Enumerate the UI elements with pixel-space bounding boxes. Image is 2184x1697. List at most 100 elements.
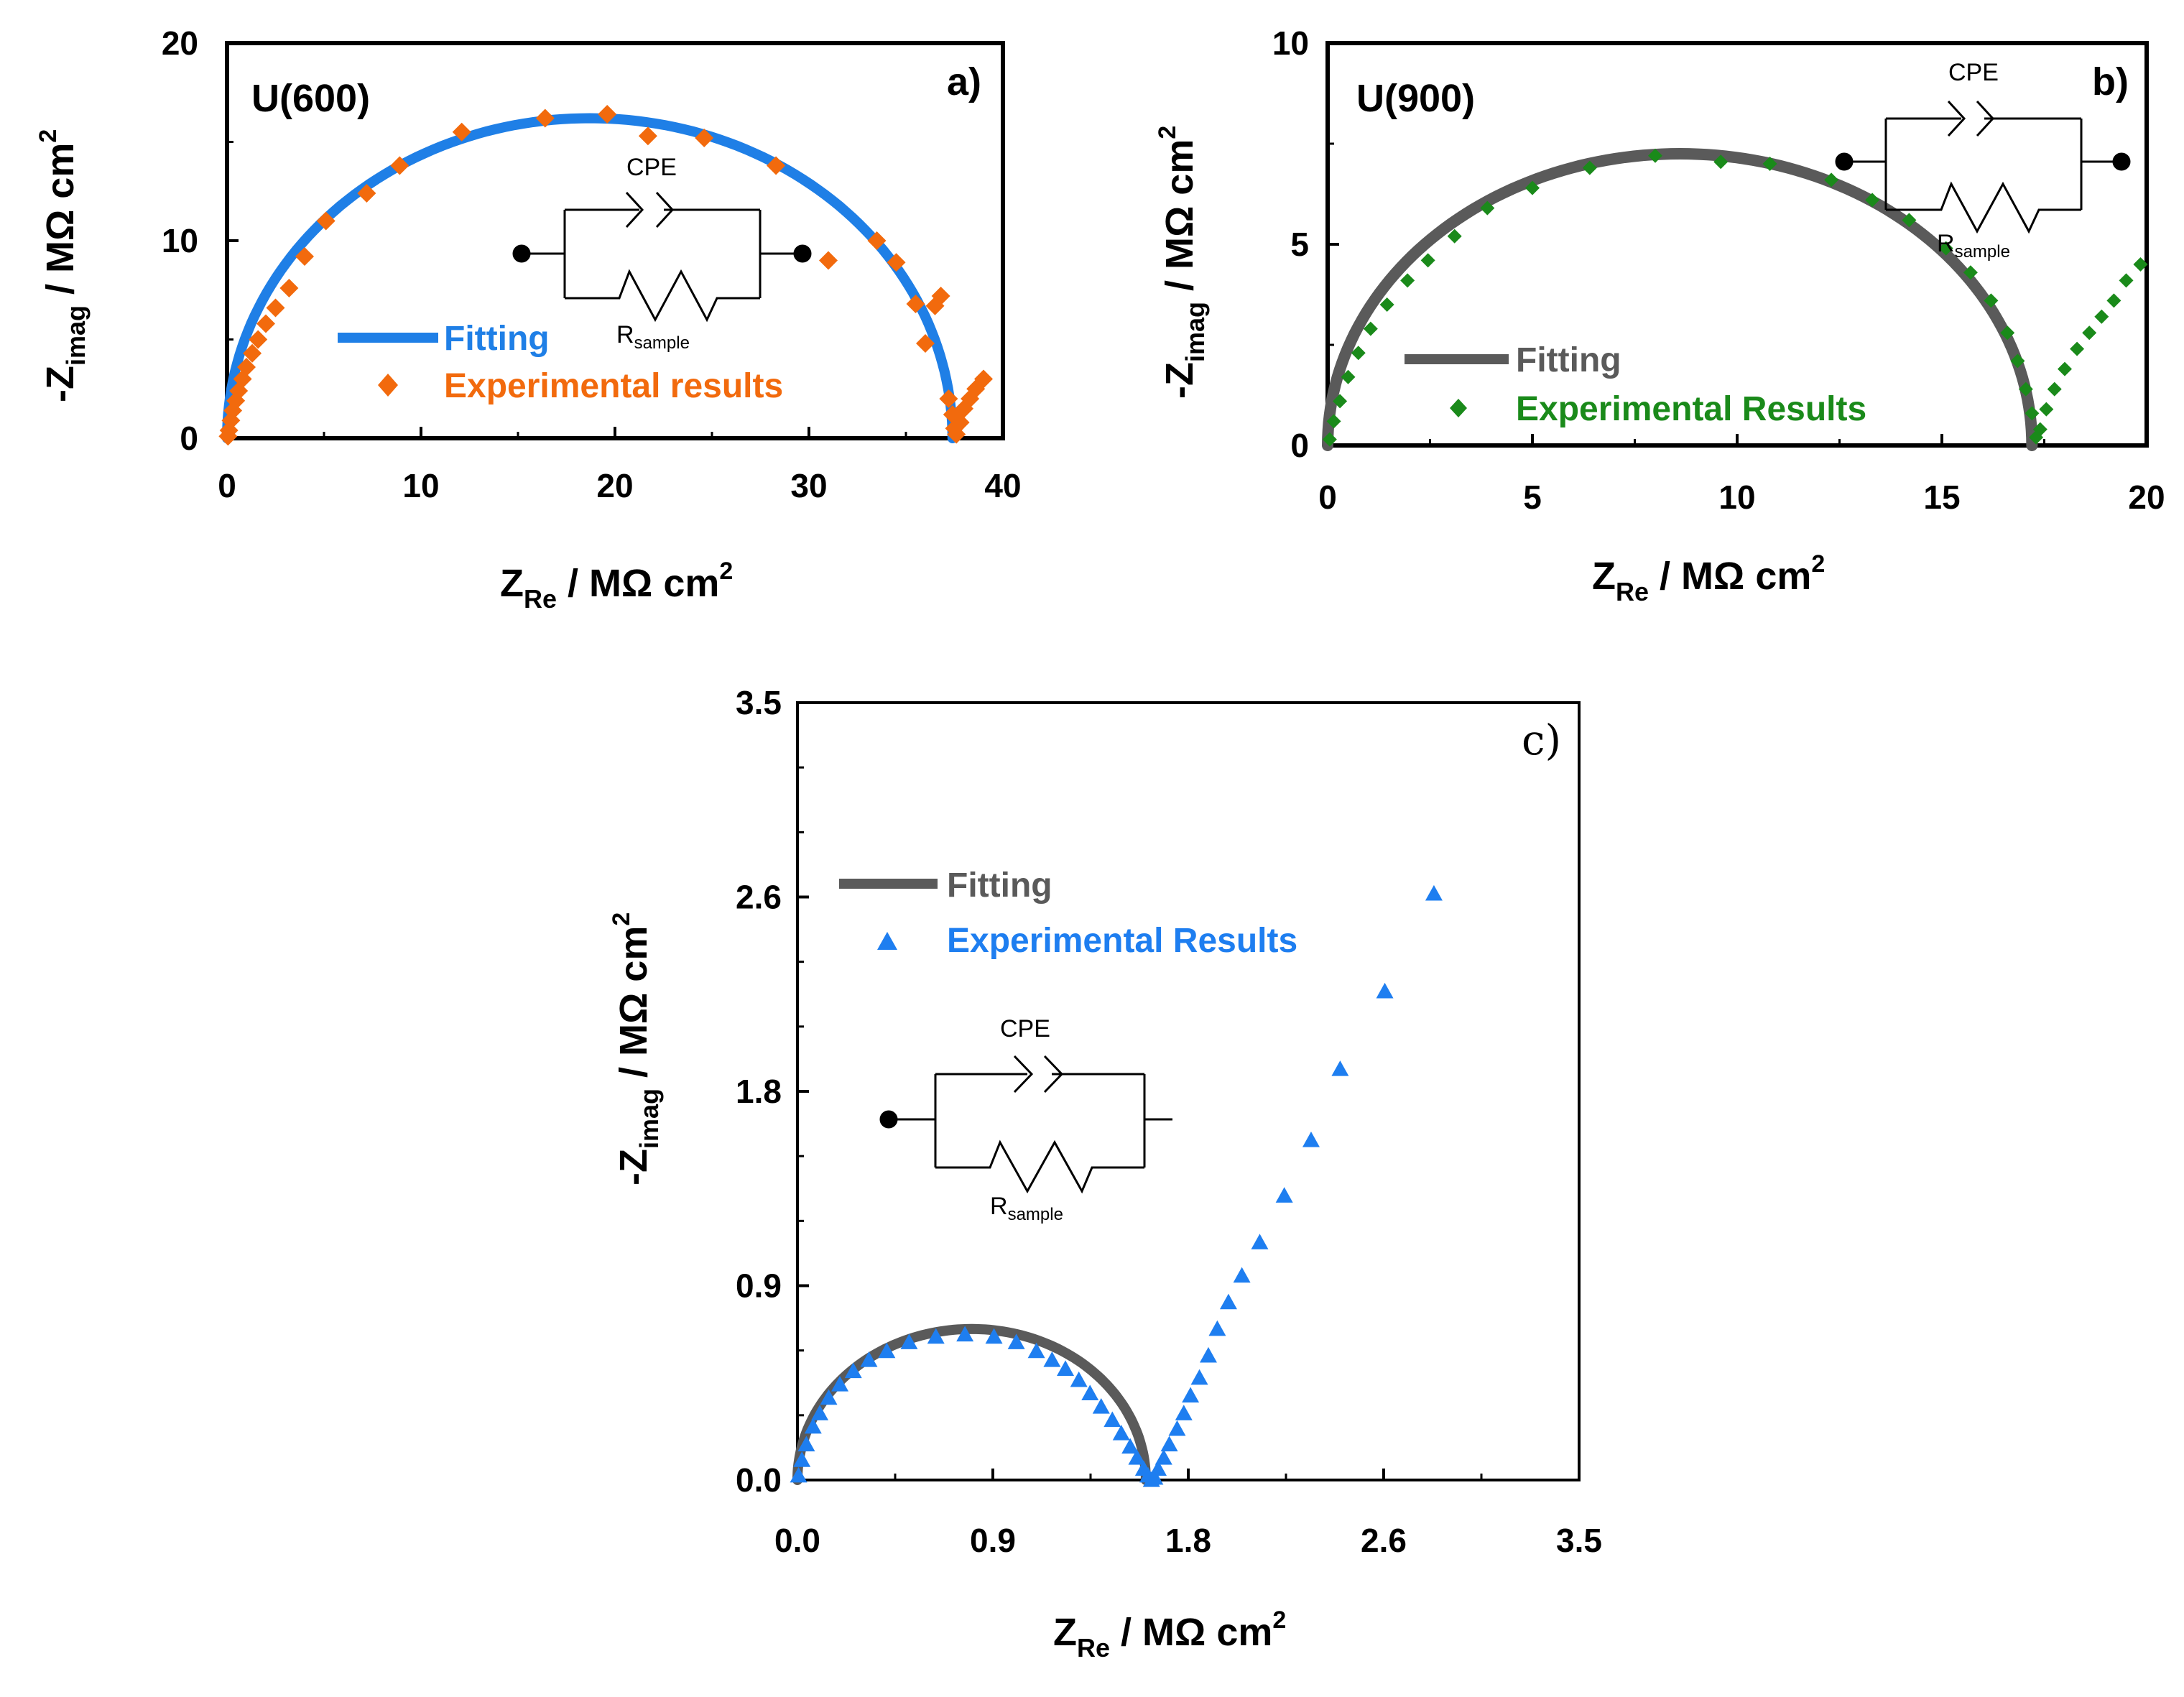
data-point <box>1420 253 1435 268</box>
x-tick-label: 0 <box>218 467 236 504</box>
resistor-label: Rsample <box>990 1193 1063 1224</box>
fitting-curve <box>222 113 958 443</box>
data-point <box>2133 257 2148 272</box>
data-point <box>695 129 714 147</box>
data-point <box>1582 160 1597 175</box>
data-point <box>900 1333 918 1349</box>
x-tick-label: 40 <box>984 467 1021 504</box>
data-point <box>2047 382 2062 397</box>
y-tick-label: 2.6 <box>736 879 782 916</box>
data-point <box>1326 414 1341 429</box>
y-tick-label: 0 <box>1290 427 1309 464</box>
data-point <box>1092 1397 1110 1414</box>
legend-exp-label: Experimental Results <box>1516 390 1866 428</box>
terminal-left <box>1835 152 1854 171</box>
data-point <box>1984 293 1999 308</box>
x-tick-label: 10 <box>402 467 439 504</box>
cpe-label: CPE <box>626 154 677 181</box>
x-tick-label: 0 <box>1318 478 1337 516</box>
data-layer <box>1322 147 2148 451</box>
terminal-right <box>2112 152 2131 171</box>
resistor-symbol <box>565 269 760 323</box>
data-point <box>2010 353 2025 369</box>
data-point <box>844 1362 862 1379</box>
data-point <box>1341 369 1356 384</box>
data-point <box>867 231 887 250</box>
data-point <box>598 105 617 124</box>
data-point <box>974 369 993 389</box>
data-point <box>256 314 275 333</box>
data-point <box>1713 154 1729 170</box>
data-point <box>939 389 958 408</box>
data-point <box>1902 213 1917 228</box>
x-tick-label: 3.5 <box>1556 1522 1602 1559</box>
data-point <box>831 1376 849 1392</box>
x-axis-label: ZRe / MΩ cm2 <box>1592 550 1825 606</box>
x-axis-label: ZRe / MΩ cm2 <box>1053 1606 1286 1663</box>
legend-fit-label: Fitting <box>444 320 550 358</box>
equivalent-circuit-inset: CPE Rsample <box>512 154 812 353</box>
y-axis-label: -Zimag / MΩ cm2 <box>608 912 664 1185</box>
resistor-symbol <box>1886 181 2081 234</box>
y-axis-label: -Zimag / MΩ cm2 <box>34 129 91 402</box>
data-point <box>797 1435 815 1452</box>
fitting-curve <box>792 1323 1151 1485</box>
data-point <box>931 287 950 305</box>
data-point <box>2082 325 2097 341</box>
data-point <box>2000 325 2015 341</box>
data-point <box>1379 297 1394 312</box>
data-point <box>1363 321 1378 336</box>
data-point <box>916 334 935 353</box>
x-tick-label: 20 <box>2128 478 2165 516</box>
data-point <box>1648 148 1662 163</box>
legend-fit-label: Fitting <box>947 866 1052 905</box>
data-point <box>1057 1360 1075 1377</box>
data-point <box>2025 406 2040 421</box>
y-tick-label: 3.5 <box>736 684 782 721</box>
x-tick-label: 0.9 <box>970 1522 1016 1559</box>
y-tick-label: 10 <box>162 222 198 259</box>
data-point <box>1824 172 1839 188</box>
y-axis-label: -Zimag / MΩ cm2 <box>1154 126 1210 399</box>
panel-letter: c) <box>1522 716 1561 764</box>
panel-letter: b) <box>2092 60 2129 103</box>
x-tick-label: 30 <box>790 467 827 504</box>
legend-exp-label: Experimental results <box>444 367 783 405</box>
data-point <box>1146 1469 1164 1485</box>
y-tick-label: 20 <box>162 24 198 62</box>
data-point <box>950 413 970 432</box>
x-tick-label: 20 <box>596 467 633 504</box>
data-point <box>1027 1342 1045 1359</box>
data-point <box>1333 394 1348 409</box>
data-layer <box>790 884 1443 1487</box>
data-point <box>927 1328 945 1344</box>
legend-fit-label: Fitting <box>1516 341 1621 379</box>
x-tick-label: 1.8 <box>1165 1522 1211 1559</box>
data-point <box>1762 157 1777 171</box>
data-layer <box>218 105 993 446</box>
data-point <box>985 1328 1003 1344</box>
data-point <box>1322 432 1337 447</box>
data-point <box>1070 1371 1088 1387</box>
data-point <box>811 1405 829 1420</box>
data-point <box>390 156 410 175</box>
data-point <box>1525 180 1540 195</box>
terminal-left <box>512 244 531 263</box>
data-point <box>1182 1387 1200 1403</box>
data-point <box>2119 273 2134 288</box>
data-point <box>1128 1449 1146 1465</box>
data-point <box>906 295 925 313</box>
data-point <box>790 1466 808 1483</box>
data-point <box>1155 1449 1172 1465</box>
tick-marks: 0.0 0.9 1.8 2.6 3.5 0.0 0.9 1.8 2.6 3.5 <box>736 684 1602 1559</box>
data-point <box>1199 1346 1217 1363</box>
data-point <box>1480 200 1495 216</box>
data-point <box>1208 1320 1226 1336</box>
resistor-symbol <box>935 1139 1144 1194</box>
x-tick-label: 0.0 <box>774 1522 820 1559</box>
data-point <box>1302 1132 1320 1147</box>
data-point <box>1149 1460 1167 1476</box>
data-point <box>2032 422 2048 437</box>
cpe-label: CPE <box>1000 1015 1050 1042</box>
data-point <box>956 1326 974 1342</box>
